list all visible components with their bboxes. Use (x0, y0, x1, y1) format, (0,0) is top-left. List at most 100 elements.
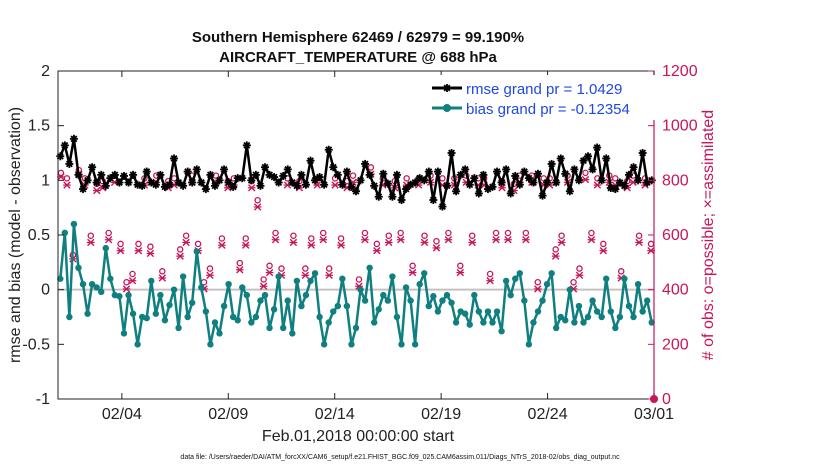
rmse-point (174, 178, 183, 187)
rmse-star-core (171, 156, 177, 161)
rmse-point (342, 167, 351, 176)
y-tick-label: 2 (41, 63, 50, 80)
rmse-star-core (130, 172, 136, 178)
assimilated-obs-point (575, 271, 584, 279)
rmse-star-core (198, 180, 204, 185)
rmse-point (552, 178, 561, 187)
rmse-star-core (330, 164, 336, 170)
bias-point (298, 302, 305, 310)
rmse-star-core (117, 180, 122, 185)
bias-point (88, 281, 96, 288)
assimilated-obs-point (408, 268, 417, 277)
rmse-star-core (208, 172, 213, 178)
rmse-star-core (494, 169, 500, 174)
bias-point (648, 319, 655, 326)
rmse-star-core (230, 184, 236, 190)
assimilated-obs-point (361, 236, 369, 244)
rmse-point (270, 173, 279, 182)
x-tick-label: 02/09 (208, 406, 248, 423)
rmse-star-core (531, 180, 536, 185)
assimilated-obs-point (444, 236, 453, 244)
axes: -1 -0.5 0 0.5 1 1.5 2 0 200 400 600 800 1000 1200 02/0… (22, 63, 697, 423)
rmse-point (306, 156, 315, 165)
bias-point (270, 306, 278, 313)
rmse-star-core (590, 167, 595, 172)
bias-point (107, 275, 114, 282)
bias-point (93, 284, 100, 291)
bias-point (557, 313, 564, 321)
rmse-star-core (389, 194, 395, 200)
rmse-star-core (380, 171, 386, 177)
bias-point (311, 270, 319, 277)
bias-point (370, 319, 378, 326)
rmse-point (520, 167, 529, 176)
rmse-point (192, 165, 201, 174)
possible-obs-point (576, 265, 583, 272)
bias-point (516, 270, 523, 277)
bias-point (439, 297, 446, 304)
rmse-point (461, 165, 470, 174)
rmse-point (279, 171, 288, 180)
possible-obs-point (308, 235, 315, 242)
rmse-star-core (635, 177, 641, 183)
possible-obs-point (260, 276, 267, 283)
rmse-point (247, 176, 256, 185)
rmse-star-core (403, 186, 409, 192)
rmse-star-core (212, 183, 218, 189)
assimilated-obs-point (265, 268, 274, 277)
bias-point (134, 341, 141, 348)
rmse-point (88, 163, 97, 172)
assimilated-obs-point (271, 236, 280, 244)
bias-point (79, 281, 87, 288)
possible-obs-point (409, 262, 416, 270)
bias-point (434, 308, 442, 315)
assimilated-obs-point (551, 252, 560, 260)
bias-point (480, 319, 487, 326)
rmse-point (333, 170, 342, 179)
bias-point (580, 319, 587, 326)
bias-point (302, 291, 310, 299)
footnote: data file: /Users/raeder/DAI/ATM_forcXX/… (180, 454, 620, 461)
assimilated-obs-point (373, 246, 381, 255)
rmse-star-core (57, 153, 63, 159)
bias-point (521, 297, 528, 304)
rmse-point (584, 152, 593, 161)
y2-tick-label: 1200 (662, 63, 698, 80)
possible-obs-point (105, 229, 112, 237)
bias-point (639, 308, 646, 315)
rmse-point (597, 176, 606, 185)
rmse-point (365, 170, 374, 179)
legend-rmse-marker (443, 84, 451, 92)
assimilated-obs-point (587, 236, 596, 244)
rmse-point (101, 181, 110, 190)
rmse-star-core (285, 167, 291, 172)
assimilated-obs-point (247, 184, 256, 192)
bias-point (243, 291, 251, 299)
bias-point (475, 308, 483, 315)
rmse-star-core (517, 182, 523, 188)
rmse-point (433, 167, 442, 176)
assimilated-obs-point (456, 268, 465, 277)
possible-obs-point (522, 229, 530, 237)
x-axis-label: Feb.01,2018 00:00:00 start (262, 428, 455, 445)
rmse-point (151, 180, 160, 189)
bias-point (443, 291, 451, 299)
legend: rmse grand pr = 1.0429 bias grand pr = -… (424, 75, 657, 120)
bias-point (211, 319, 219, 326)
assimilated-obs-point (325, 271, 334, 279)
bias-point (293, 277, 301, 285)
bias-point (179, 273, 187, 280)
possible-obs-point (540, 175, 547, 182)
bias-point (75, 264, 82, 271)
possible-obs-point (421, 232, 428, 239)
possible-obs-point (468, 232, 476, 239)
rmse-star-core (226, 180, 232, 185)
y-tick-label: 0 (41, 282, 50, 299)
bias-point (484, 308, 492, 315)
rmse-point (320, 180, 329, 189)
rmse-star-core (308, 158, 313, 164)
rmse-point (602, 154, 611, 163)
y2-tick-label: 800 (662, 172, 689, 189)
rmse-series (56, 134, 656, 211)
assimilated-obs-point (557, 238, 566, 247)
